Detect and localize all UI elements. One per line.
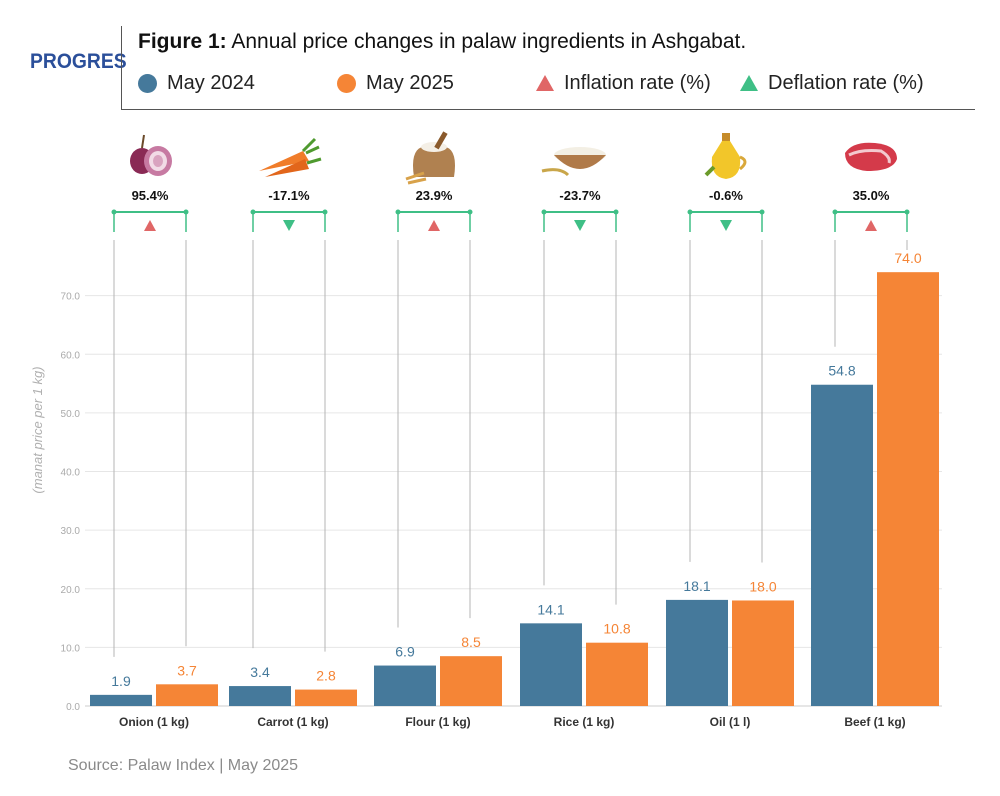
bar-may-2024 (229, 686, 291, 706)
bracket-dot (467, 209, 473, 215)
value-label-may-2024: 18.1 (683, 578, 710, 594)
change-rate-label: -23.7% (559, 188, 601, 203)
bar-may-2025 (156, 684, 218, 706)
source-note: Source: Palaw Index | May 2025 (68, 757, 299, 774)
bracket-dot (832, 209, 838, 215)
y-axis-label: (manat price per 1 kg) (30, 366, 45, 493)
oil-bottle-icon (704, 133, 747, 179)
change-rate-label: -17.1% (268, 188, 310, 203)
bracket-dot (250, 209, 256, 215)
category-label: Rice (1 kg) (554, 715, 615, 729)
inflation-marker-icon (428, 220, 440, 231)
value-label-may-2024: 6.9 (395, 644, 415, 660)
bracket-dot (322, 209, 328, 215)
legend-item-may-2025: May 2025 (337, 70, 454, 96)
value-label-may-2025: 3.7 (177, 662, 197, 678)
bar-may-2025 (295, 689, 357, 706)
value-label-may-2024: 1.9 (111, 673, 131, 689)
legend-label-may-2025: May 2025 (366, 71, 454, 94)
value-label-may-2025: 74.0 (894, 250, 921, 266)
y-tick-label: 60.0 (61, 350, 81, 361)
change-rate-label: 35.0% (853, 188, 890, 203)
header-divider-vertical (121, 26, 122, 110)
bracket-dot (111, 209, 117, 215)
flour-sack-icon (405, 131, 455, 185)
bracket-dot (395, 209, 401, 215)
bar-may-2025 (877, 272, 939, 706)
value-label-may-2025: 2.8 (316, 668, 336, 684)
change-rate-label: 23.9% (416, 188, 453, 203)
bracket-dot (541, 209, 547, 215)
y-tick-label: 50.0 (61, 409, 81, 420)
legend-item-deflation: Deflation rate (%) (740, 70, 924, 96)
bar-may-2024 (520, 623, 582, 706)
onion-icon (130, 134, 172, 176)
value-label-may-2024: 54.8 (828, 363, 855, 379)
category-label: Beef (1 kg) (844, 715, 905, 729)
bar-may-2024 (374, 665, 436, 706)
figure-number: Figure 1: (138, 30, 227, 53)
value-label-may-2025: 10.8 (603, 621, 630, 637)
deflation-marker-icon (574, 220, 586, 231)
may-2025-swatch (337, 73, 356, 93)
bar-may-2025 (732, 600, 794, 706)
value-label-may-2025: 18.0 (749, 578, 776, 594)
bar-may-2024 (90, 694, 152, 706)
inflation-marker-icon (144, 220, 156, 231)
category-label: Oil (1 l) (710, 715, 751, 729)
figure-caption: Annual price changes in palaw ingredient… (226, 30, 747, 53)
figure-title: Figure 1: Annual price changes in palaw … (138, 30, 746, 54)
bar-may-2024 (811, 384, 873, 706)
bar-may-2025 (440, 656, 502, 706)
legend-label-deflation: Deflation rate (%) (768, 71, 924, 94)
legend-item-inflation: Inflation rate (%) (536, 70, 711, 96)
legend-label-inflation: Inflation rate (%) (564, 71, 711, 94)
y-tick-label: 0.0 (66, 702, 80, 713)
value-label-may-2024: 3.4 (250, 664, 270, 680)
category-label: Carrot (1 kg) (257, 715, 328, 729)
category-label: Onion (1 kg) (119, 715, 189, 729)
y-tick-label: 20.0 (61, 585, 81, 596)
inflation-triangle-icon (536, 75, 554, 91)
value-label-may-2025: 8.5 (461, 634, 481, 650)
may-2024-swatch (138, 73, 157, 93)
legend-label-may-2024: May 2024 (167, 71, 255, 94)
inflation-marker-icon (865, 220, 877, 231)
beef-steak-icon (845, 142, 897, 171)
category-label: Flour (1 kg) (405, 715, 470, 729)
bracket-dot (759, 209, 765, 215)
deflation-marker-icon (720, 220, 732, 231)
bracket-dot (613, 209, 619, 215)
bracket-dot (183, 209, 189, 215)
y-tick-label: 10.0 (61, 643, 81, 654)
y-tick-label: 70.0 (61, 292, 81, 303)
bar-may-2024 (666, 599, 728, 706)
header-divider-horizontal (121, 109, 975, 110)
bracket-dot (687, 209, 693, 215)
value-label-may-2024: 14.1 (537, 601, 564, 617)
deflation-marker-icon (283, 220, 295, 231)
carrot-icon (259, 137, 322, 177)
y-tick-label: 40.0 (61, 468, 81, 479)
progres-logo: PROGRES (30, 50, 127, 73)
legend-item-may-2024: May 2024 (138, 70, 255, 96)
change-rate-label: -0.6% (709, 188, 743, 203)
rice-bowl-icon (541, 147, 606, 177)
deflation-triangle-icon (740, 75, 758, 91)
change-rate-label: 95.4% (132, 188, 169, 203)
bar-may-2025 (586, 642, 648, 706)
bracket-dot (904, 209, 910, 215)
y-tick-label: 30.0 (61, 526, 81, 537)
